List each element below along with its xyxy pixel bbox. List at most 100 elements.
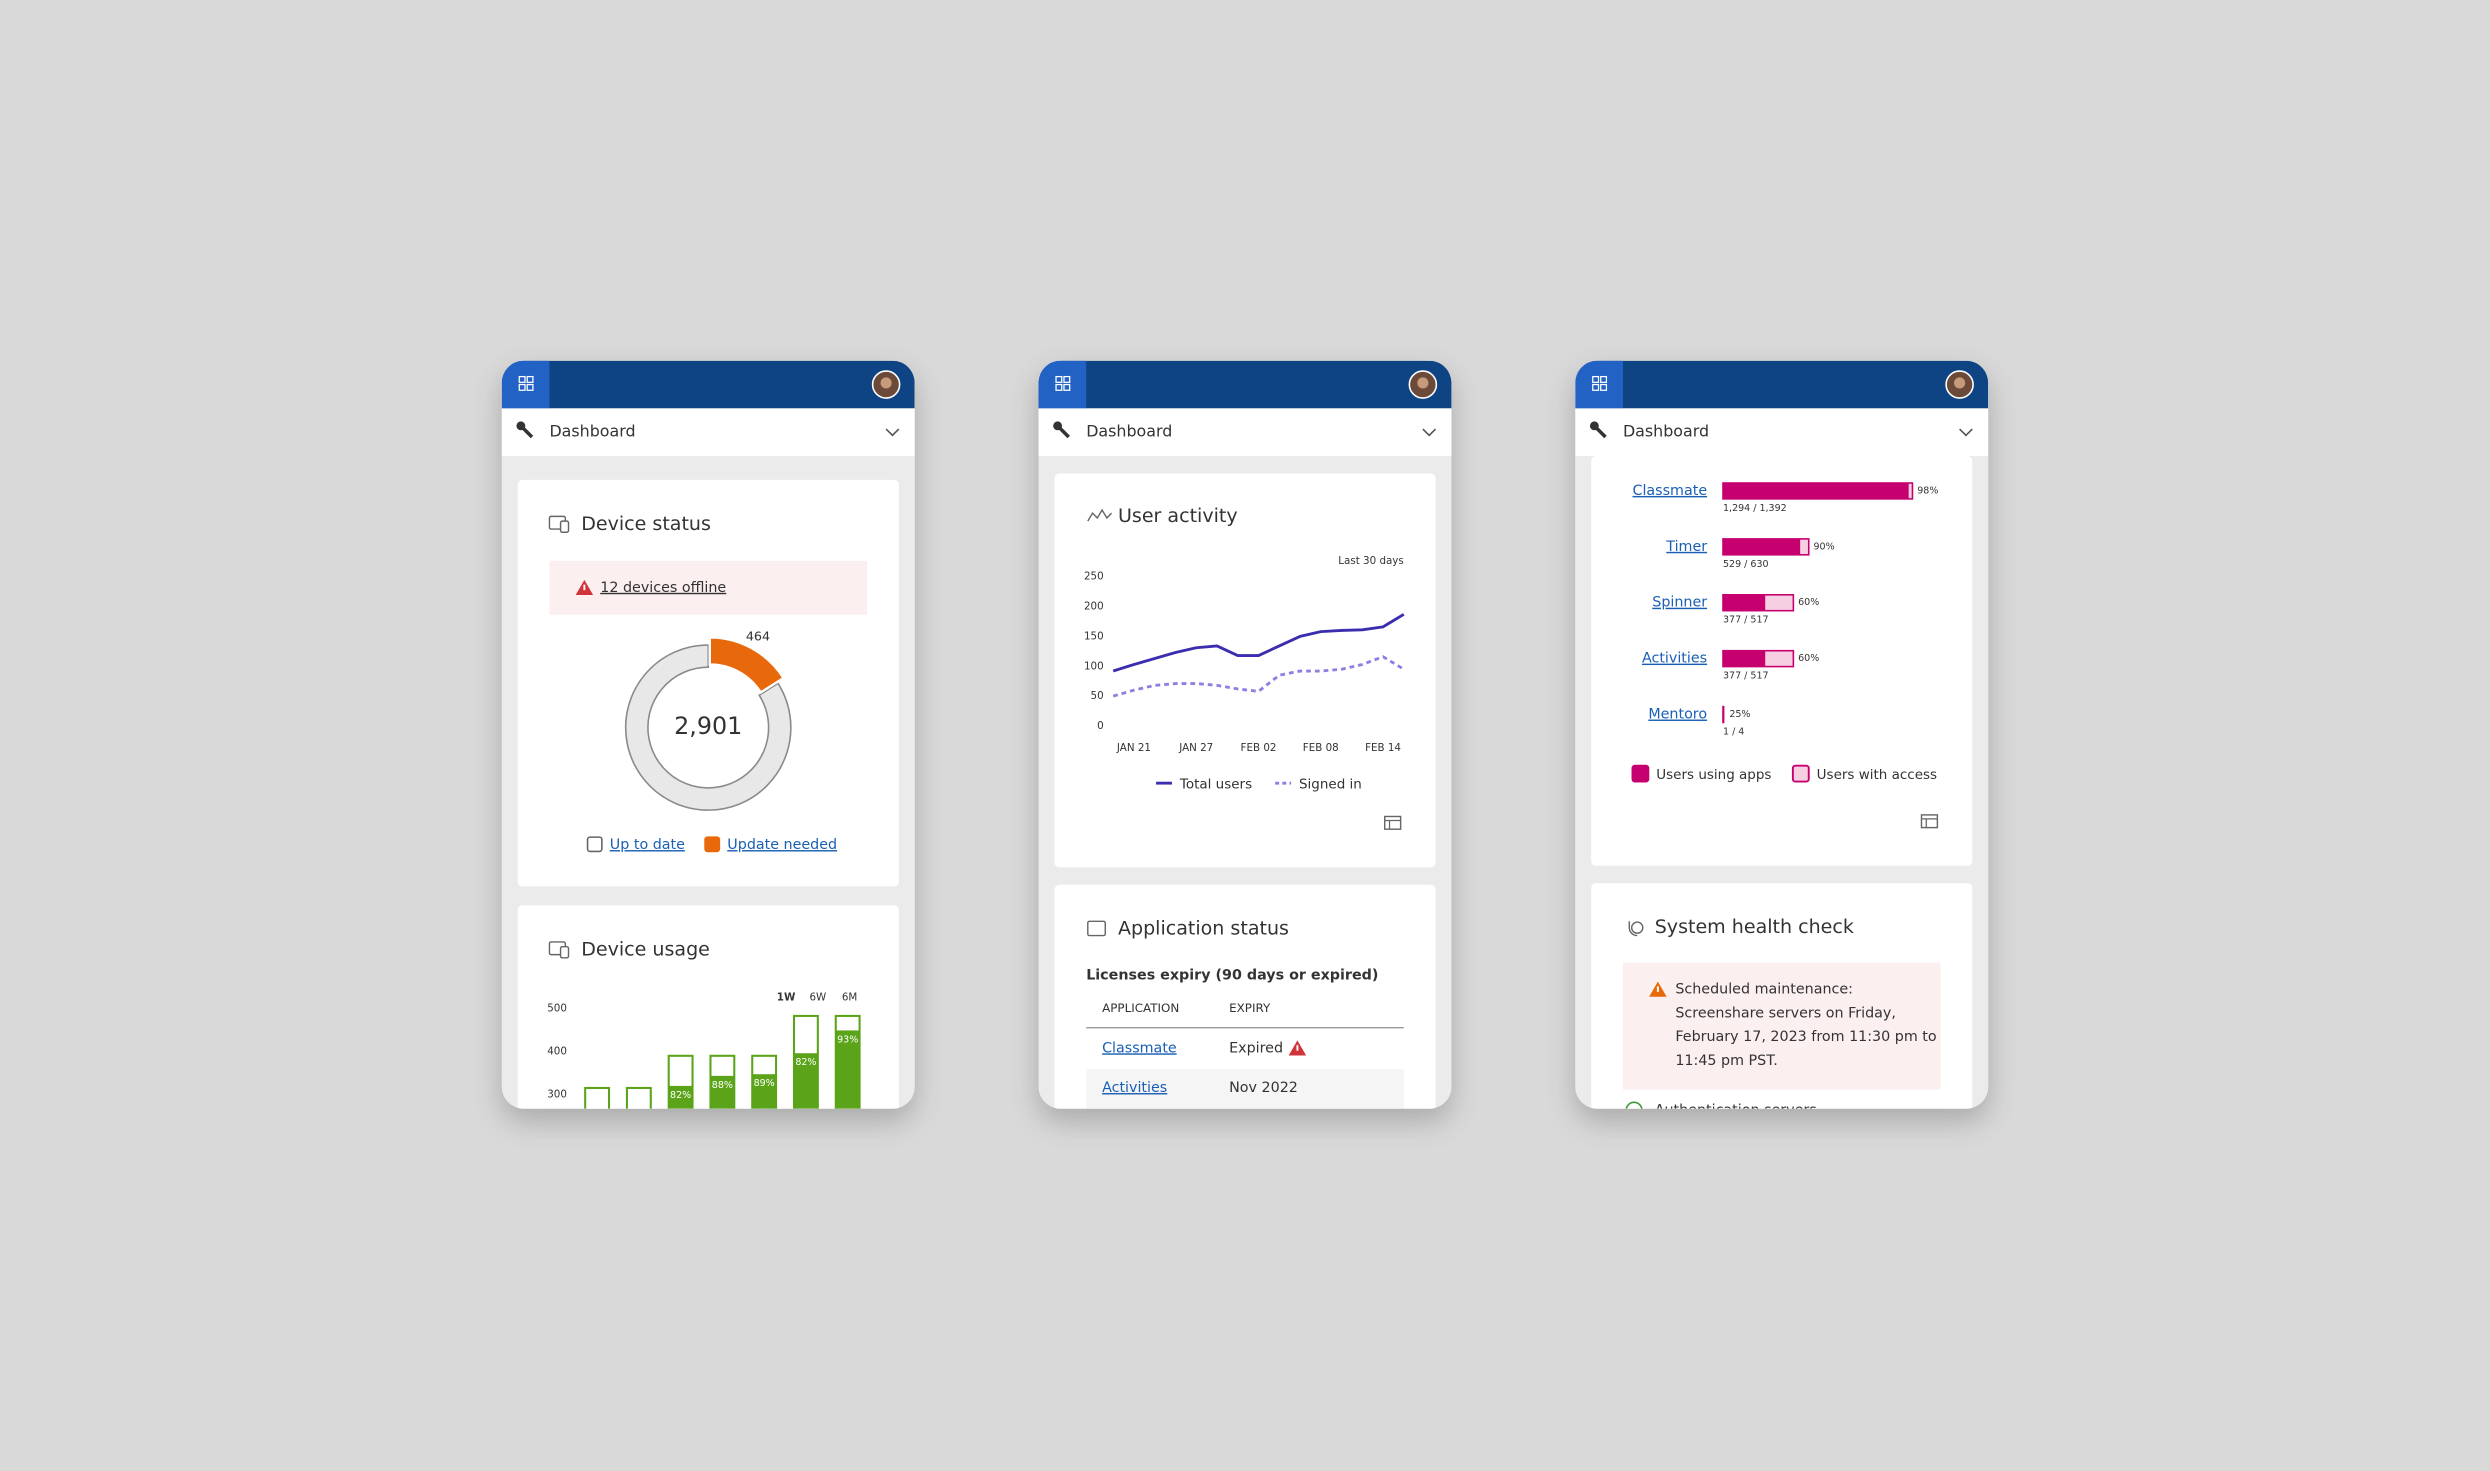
card	[1054, 473, 1436, 868]
avatar-face	[1954, 377, 1966, 389]
alert-text: Screenshare servers on Friday,	[1675, 1005, 1896, 1021]
warning-mark	[583, 584, 586, 591]
count-label: 1 / 4	[1723, 727, 1744, 738]
x-tick-label: FEB 14	[1365, 742, 1401, 754]
chevron	[885, 428, 900, 437]
app-link[interactable]: Activities	[1102, 1080, 1167, 1096]
y-tick-label: 0	[1097, 720, 1104, 732]
apps-icon	[526, 375, 534, 383]
card-icon	[559, 520, 570, 533]
bar-label: 98%	[1917, 485, 1938, 496]
x-tick-label: FEB 08	[1303, 742, 1339, 754]
row-bg	[1086, 1068, 1404, 1109]
series-line	[1112, 613, 1405, 673]
apps-icon	[1592, 375, 1600, 383]
menu-label: Dashboard	[549, 422, 635, 441]
alert-link[interactable]: 12 devices offline	[600, 580, 726, 596]
x-tick-label: JAN 27	[1178, 742, 1213, 754]
card-title: Device usage	[581, 938, 710, 960]
apps-icon	[1063, 383, 1071, 391]
bar-usage	[1722, 538, 1801, 555]
range-button[interactable]: 6M	[842, 992, 857, 1004]
alert-text: 11:45 pm PST.	[1675, 1053, 1777, 1069]
top-bar	[501, 360, 915, 409]
y-tick-label: 200	[1084, 601, 1104, 613]
bar-share	[668, 1085, 693, 1109]
y-tick-label: 500	[547, 1003, 567, 1015]
apps-icon	[518, 383, 526, 391]
card-icon	[1630, 921, 1644, 934]
card-icon	[1087, 920, 1106, 937]
legend-swatch	[1791, 764, 1810, 783]
status-ok-icon	[1625, 1101, 1643, 1109]
bar-label: 88%	[712, 1080, 733, 1091]
card	[517, 479, 899, 887]
phone: Dashboard Classmate 98% 1,294 / 1,392 Timer 9…	[1575, 360, 1989, 1118]
x-tick-label: FEB 02	[1241, 742, 1277, 754]
category-link[interactable]: Activities	[1642, 651, 1707, 667]
bar-usage	[1722, 650, 1766, 667]
phone: Dashboard User activity Last 30 days 0 50 100…	[1038, 360, 1452, 1109]
column-header: APPLICATION	[1102, 1001, 1179, 1015]
bar-share	[794, 1053, 818, 1109]
y-tick-label: 50	[1091, 690, 1104, 702]
bar-total	[625, 1086, 652, 1109]
bar-label: 89%	[754, 1078, 775, 1089]
table-icon	[1384, 815, 1402, 830]
bar-label: 60%	[1798, 653, 1819, 664]
count-label: 1,294 / 1,392	[1723, 503, 1787, 514]
donut-slice	[708, 636, 786, 695]
count-label: 377 / 517	[1723, 671, 1769, 682]
cell: Expired	[1229, 1040, 1283, 1056]
bar-total	[584, 1086, 611, 1109]
legend-link[interactable]: Up to date	[610, 837, 685, 853]
menu-bar[interactable]	[1038, 408, 1452, 457]
bar-label: 25%	[1729, 709, 1750, 720]
card-icon	[1087, 508, 1113, 522]
bar-label: 90%	[1814, 541, 1835, 552]
legend-swatch	[1631, 764, 1650, 783]
range-button[interactable]: 6W	[809, 992, 826, 1004]
y-tick-label: 100	[1084, 660, 1104, 672]
bar-share	[835, 1030, 860, 1109]
apps-icon	[1592, 383, 1600, 391]
menu-bar[interactable]	[501, 408, 915, 457]
app-link[interactable]: Classmate	[1102, 1040, 1177, 1056]
bar-label: 60%	[1798, 597, 1819, 608]
range-button[interactable]: 1W	[777, 992, 796, 1004]
apps-button[interactable]	[501, 360, 550, 409]
phone: Dashboard Device status 12 devices offline…	[501, 360, 915, 1109]
category-link[interactable]: Mentoro	[1648, 707, 1707, 723]
category-link[interactable]: Classmate	[1632, 483, 1707, 499]
y-tick-label: 150	[1084, 630, 1104, 642]
category-link[interactable]: Spinner	[1652, 595, 1707, 611]
menu-bar[interactable]	[1575, 408, 1989, 457]
card-icon	[1628, 921, 1638, 937]
status-item: Authentication servers	[1655, 1102, 1817, 1118]
legend-link[interactable]: Update needed	[727, 837, 837, 853]
apps-icon	[1600, 375, 1608, 383]
legend-label: Signed in	[1299, 777, 1362, 793]
bar-label: 82%	[670, 1090, 691, 1101]
chevron	[1422, 428, 1437, 437]
wrench-icon	[1053, 421, 1063, 431]
legend-swatch	[704, 836, 721, 853]
y-tick-label: 250	[1084, 571, 1104, 583]
apps-button[interactable]	[1038, 360, 1087, 409]
wrench-icon	[516, 421, 526, 431]
card	[1054, 884, 1436, 1109]
bar-share	[752, 1074, 777, 1109]
menu-label: Dashboard	[1086, 422, 1172, 441]
card-icon	[559, 945, 570, 959]
legend-label: Users using apps	[1656, 767, 1771, 783]
card-title: Application status	[1118, 918, 1289, 940]
apps-icon	[526, 383, 534, 391]
x-tick-label: JAN 21	[1116, 742, 1151, 754]
column-header: EXPIRY	[1229, 1001, 1271, 1015]
legend-label: Total users	[1179, 777, 1252, 793]
category-link[interactable]: Timer	[1665, 539, 1707, 555]
bar-usage	[1722, 594, 1766, 611]
table-caption: Licenses expiry (90 days or expired)	[1086, 967, 1378, 983]
